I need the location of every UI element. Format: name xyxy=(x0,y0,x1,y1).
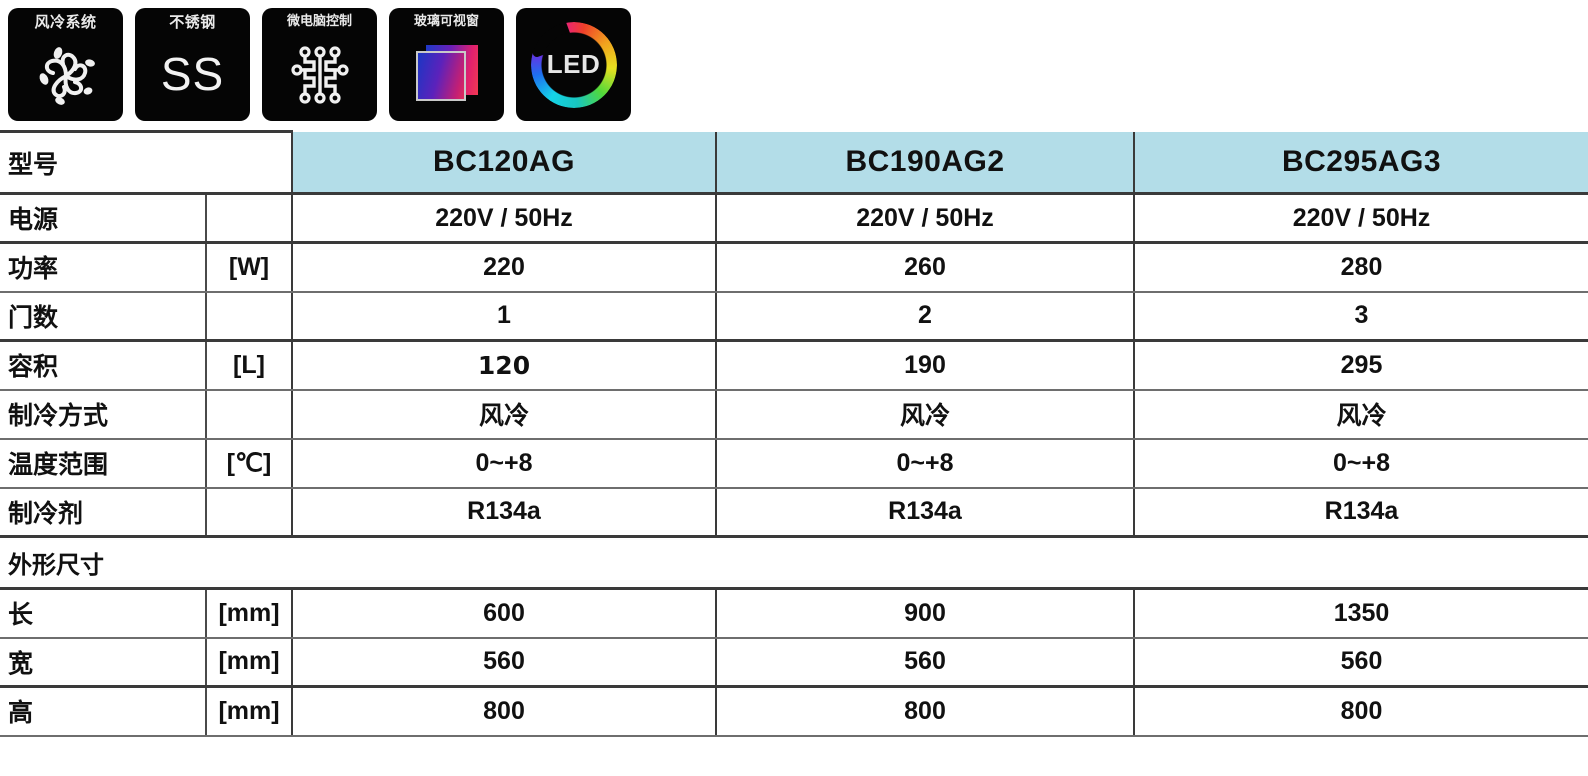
specification-table-container: 型号 BC120AG BC190AG2 BC295AG3 电源 220V / 5… xyxy=(0,130,1588,737)
table-row: 温度范围 [℃] 0~+8 0~+8 0~+8 xyxy=(0,438,1588,489)
row-unit-refrigerant xyxy=(205,487,292,538)
table-row: 长 [mm] 600 900 1350 xyxy=(0,588,1588,639)
cell-width-bc190ag2: 560 xyxy=(715,637,1134,688)
cell-volume-bc295ag3: 295 xyxy=(1133,340,1588,391)
row-unit-volume: [L] xyxy=(205,340,292,391)
feature-badge-microcomputer-control: 微电脑控制 xyxy=(262,8,377,121)
cell-temperature-range-bc120ag: 0~+8 xyxy=(291,438,716,489)
fan-icon xyxy=(8,30,123,121)
cell-refrigerant-bc295ag3: R134a xyxy=(1133,487,1588,538)
table-row: 功率 [W] 220 260 280 xyxy=(0,242,1588,293)
cell-height-bc190ag2: 800 xyxy=(715,686,1134,737)
feature-badge-label: 风冷系统 xyxy=(34,13,97,31)
cell-volume-bc190ag2: 190 xyxy=(715,340,1134,391)
feature-badge-glass-window: 玻璃可视窗 xyxy=(389,8,504,121)
stainless-steel-text: SS xyxy=(160,47,225,100)
row-unit-height: [mm] xyxy=(205,686,292,737)
cell-length-bc190ag2: 900 xyxy=(715,588,1134,639)
row-unit-width: [mm] xyxy=(205,637,292,688)
cell-power-bc120ag: 220 xyxy=(291,242,716,293)
row-unit-door-count xyxy=(205,291,292,342)
cell-door-count-bc190ag2: 2 xyxy=(715,291,1134,342)
cell-length-bc120ag: 600 xyxy=(291,588,716,639)
header-unit-cell xyxy=(206,130,292,195)
row-unit-temperature-range: [℃] xyxy=(205,438,292,489)
table-header-row: 型号 BC120AG BC190AG2 BC295AG3 xyxy=(0,130,1588,195)
header-label-model: 型号 xyxy=(0,130,206,195)
row-label-length: 长 xyxy=(0,588,206,639)
led-label: LED xyxy=(546,49,601,79)
specification-table: 型号 BC120AG BC190AG2 BC295AG3 电源 220V / 5… xyxy=(0,130,1588,737)
cell-volume-bc120ag: 120 xyxy=(291,340,716,391)
row-label-volume: 容积 xyxy=(0,340,206,391)
row-label-width: 宽 xyxy=(0,637,206,688)
row-unit-cooling-method xyxy=(205,389,292,440)
row-unit-length: [mm] xyxy=(205,588,292,639)
microcomputer-circuit-icon xyxy=(262,28,377,121)
cell-refrigerant-bc190ag2: R134a xyxy=(715,487,1134,538)
row-label-temperature-range: 温度范围 xyxy=(0,438,206,489)
table-row: 门数 1 2 3 xyxy=(0,291,1588,342)
feature-badge-label: 不锈钢 xyxy=(169,13,216,31)
table-section-row-dimensions: 外形尺寸 xyxy=(0,536,1588,590)
cell-cooling-method-bc295ag3: 风冷 xyxy=(1133,389,1588,440)
glass-window-icon xyxy=(389,28,504,121)
stainless-steel-icon: SS xyxy=(135,30,250,121)
feature-badge-stainless-steel: 不锈钢 SS xyxy=(135,8,250,121)
table-row: 电源 220V / 50Hz 220V / 50Hz 220V / 50Hz xyxy=(0,193,1588,244)
cell-length-bc295ag3: 1350 xyxy=(1133,588,1588,639)
cell-power-bc295ag3: 280 xyxy=(1133,242,1588,293)
header-model-bc190ag2: BC190AG2 xyxy=(715,131,1134,195)
cell-height-bc120ag: 800 xyxy=(291,686,716,737)
table-row: 容积 [L] 120 190 295 xyxy=(0,340,1588,391)
cell-cooling-method-bc120ag: 风冷 xyxy=(291,389,716,440)
cell-power-supply-bc190ag2: 220V / 50Hz xyxy=(715,193,1134,244)
table-row: 制冷剂 R134a R134a R134a xyxy=(0,487,1588,538)
cell-width-bc120ag: 560 xyxy=(291,637,716,688)
cell-power-bc190ag2: 260 xyxy=(715,242,1134,293)
table-row: 宽 [mm] 560 560 560 xyxy=(0,637,1588,688)
row-label-power: 功率 xyxy=(0,242,206,293)
table-row: 高 [mm] 800 800 800 xyxy=(0,686,1588,737)
feature-badge-label: 玻璃可视窗 xyxy=(413,14,479,29)
row-unit-power: [W] xyxy=(205,242,292,293)
feature-badge-air-cooling: 风冷系统 xyxy=(8,8,123,121)
cell-door-count-bc120ag: 1 xyxy=(291,291,716,342)
row-label-power-supply: 电源 xyxy=(0,193,206,244)
cell-refrigerant-bc120ag: R134a xyxy=(291,487,716,538)
cell-width-bc295ag3: 560 xyxy=(1133,637,1588,688)
cell-power-supply-bc295ag3: 220V / 50Hz xyxy=(1133,193,1588,244)
cell-height-bc295ag3: 800 xyxy=(1133,686,1588,737)
cell-temperature-range-bc190ag2: 0~+8 xyxy=(715,438,1134,489)
led-ring-icon xyxy=(530,21,617,108)
row-label-height: 高 xyxy=(0,686,206,737)
cell-cooling-method-bc190ag2: 风冷 xyxy=(715,389,1134,440)
table-row: 制冷方式 风冷 风冷 风冷 xyxy=(0,389,1588,440)
header-model-bc295ag3: BC295AG3 xyxy=(1133,131,1588,195)
cell-door-count-bc295ag3: 3 xyxy=(1133,291,1588,342)
feature-badge-led: LED xyxy=(516,8,631,121)
row-label-cooling-method: 制冷方式 xyxy=(0,389,206,440)
feature-badge-strip: 风冷系统 不锈钢 xyxy=(0,0,1588,130)
row-unit-power-supply xyxy=(205,193,292,244)
row-label-door-count: 门数 xyxy=(0,291,206,342)
header-model-bc120ag: BC120AG xyxy=(291,131,716,195)
section-label-overall-dimensions: 外形尺寸 xyxy=(0,536,1588,590)
cell-temperature-range-bc295ag3: 0~+8 xyxy=(1133,438,1588,489)
row-label-refrigerant: 制冷剂 xyxy=(0,487,206,538)
glass-window-pane xyxy=(415,50,466,101)
cell-power-supply-bc120ag: 220V / 50Hz xyxy=(291,193,716,244)
feature-badge-label: 微电脑控制 xyxy=(286,14,352,29)
